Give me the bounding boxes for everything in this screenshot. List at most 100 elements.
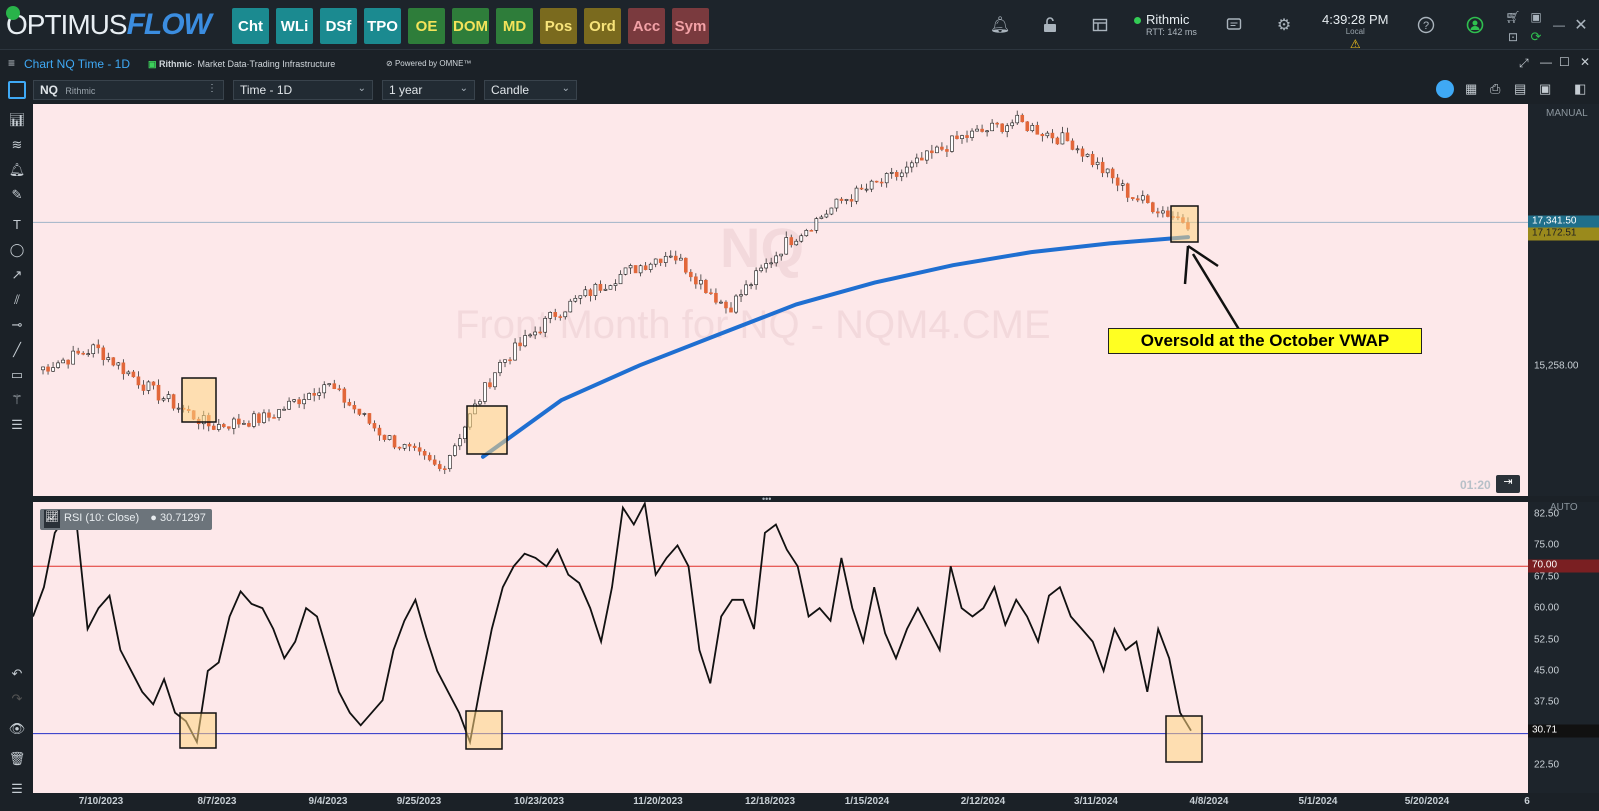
splitter-handle-icon[interactable]: ••• [762,494,772,504]
trendline-tool-icon[interactable]: ╱ [13,342,21,357]
candle-body [297,399,301,405]
channel-tool-icon[interactable]: ⫽ [14,292,20,307]
symbol-input[interactable]: NQ Rithmic ⋮ [33,80,224,100]
close-window-icon[interactable]: ✕ [1580,55,1591,69]
more-vertical-icon[interactable]: ⋮ [207,83,217,94]
candle-body [151,381,156,386]
candle-body [1030,125,1035,132]
candle-body [618,273,623,285]
rsi-legend[interactable]: 📈︎ RSI (10: Close) ● 30.71297 [40,509,212,530]
list-tool-icon[interactable]: ☰ [11,417,23,432]
candle-body [719,301,723,304]
nav-button-md[interactable]: MD [496,8,533,44]
window-menu-icon[interactable]: ≡ [8,56,16,70]
warning-icon[interactable]: ⚠ [1349,37,1361,51]
indicators-icon[interactable]: 📊︎ [8,112,26,127]
nav-button-cht[interactable]: Cht [232,8,269,44]
gear-icon[interactable]: ⚙︎ [1276,17,1292,34]
minimize-app-icon[interactable]: — [1553,18,1565,32]
candle-body [76,350,80,354]
rsi-axis[interactable]: AUTO 82.50 75.00 67.50 60.00 52.50 45.00 37.50… [1528,502,1599,793]
rsi-chart-svg[interactable] [33,502,1528,793]
magic-wand-icon[interactable]: ⚚ [11,392,23,407]
price-chart-svg[interactable] [33,104,1528,496]
user-account-icon[interactable] [1464,14,1486,36]
template-icon[interactable]: ▤ [1514,81,1527,96]
price-scale-mode[interactable]: MANUAL [1546,108,1588,119]
save-icon[interactable]: ▣ [1539,81,1552,96]
eye-icon[interactable]: 👁︎ [8,721,26,736]
nav-button-sym[interactable]: Sym [672,8,709,44]
panel-splitter[interactable]: ••• [33,494,1599,504]
nav-button-dom[interactable]: DOM [452,8,489,44]
annotation-label[interactable]: Oversold at the October VWAP [1108,328,1422,354]
menu-list-icon[interactable]: ☰ [11,781,23,796]
live-mode-icon[interactable] [1436,80,1454,98]
rsi-scale-mode[interactable]: AUTO [1550,502,1578,513]
circle-tool-icon[interactable]: ◯ [9,242,25,257]
hline-tool-icon[interactable]: ⊸ [11,317,23,332]
minimize-window-icon[interactable]: — [1540,55,1552,69]
interval-select[interactable]: Time - 1D ⌄ [233,80,373,100]
arrow-tool-icon[interactable]: ↗ [11,267,23,282]
chart-type-value: Candle [491,83,530,97]
candle-body [1130,197,1135,199]
connection-status[interactable]: Rithmic RTT: 142 ms [1134,12,1197,37]
scroll-to-end-icon[interactable]: ⇥ [1496,475,1520,493]
rsi-tick-label: 45.00 [1534,665,1560,677]
rectangle-tool-icon[interactable]: ▭ [10,367,24,382]
candle-body [955,135,959,139]
nav-button-dsf[interactable]: DSf [320,8,357,44]
text-tool-icon[interactable]: T [13,217,21,232]
bell-icon[interactable]: 🔔︎ [989,17,1011,34]
pencil-icon[interactable]: ✎ [11,187,23,202]
layout-icon[interactable] [1089,14,1111,36]
alert-icon[interactable]: 🔔︎ [8,162,26,177]
sidebar-toggle-icon[interactable] [8,81,26,99]
price-chart-panel[interactable] [33,104,1528,496]
candle-body [211,425,216,430]
candle-body [382,434,387,440]
grid-icon[interactable]: ▦ [1465,81,1478,96]
candle-body [925,150,929,161]
candle-body [904,166,909,174]
popout-icon[interactable]: ⤢ [1519,56,1529,70]
trash-icon[interactable]: 🗑︎ [8,751,26,766]
layers-icon[interactable]: ≋ [11,137,23,152]
rsi-panel[interactable] [33,502,1528,793]
unlock-icon[interactable] [1039,14,1061,36]
time-axis-label: 6 [1524,796,1530,807]
print-icon[interactable]: ⎙ [1490,81,1501,96]
help-icon[interactable]: ? [1415,14,1437,36]
nav-button-pos[interactable]: Pos [540,8,577,44]
nav-button-tpo[interactable]: TPO [364,8,401,44]
candle-body [759,267,763,272]
price-axis[interactable]: MANUAL 17,341.50 17,172.51 15,258.00 [1528,104,1599,496]
candle-body [106,357,111,361]
candle-body [71,350,75,365]
candle-body [508,359,512,362]
nav-button-acc[interactable]: Acc [628,8,665,44]
redo-icon[interactable]: ↷ [11,691,23,706]
chat-icon[interactable] [1223,14,1245,36]
right-panel-icon[interactable]: ◧ [1574,81,1587,96]
dollar-icon[interactable]: ⊡ [1507,30,1519,44]
symbol-source: Rithmic [65,86,96,96]
time-axis-label: 12/18/2023 [744,796,796,807]
close-app-icon[interactable]: ✕ [1574,17,1588,34]
maximize-window-icon[interactable]: ☐ [1559,55,1570,69]
nav-button-ord[interactable]: Ord [584,8,621,44]
undo-icon[interactable]: ↶ [11,666,23,681]
briefcase-icon[interactable]: ▣ [1530,10,1542,24]
nav-button-oe[interactable]: OE [408,8,445,44]
nav-button-wli[interactable]: WLi [276,8,313,44]
cart-icon[interactable]: 🛒︎ [1505,10,1521,24]
range-select[interactable]: 1 year ⌄ [382,80,475,100]
rsi-legend-value: 30.71297 [159,512,206,524]
chart-type-select[interactable]: Candle ⌄ [484,80,577,100]
time-axis[interactable]: 7/10/2023 8/7/2023 9/4/2023 9/25/2023 10/23/… [33,793,1599,811]
sync-icon[interactable]: ⟳ [1530,29,1542,44]
candle-body [136,376,141,386]
candle-body [222,424,226,427]
candle-body [247,423,251,427]
